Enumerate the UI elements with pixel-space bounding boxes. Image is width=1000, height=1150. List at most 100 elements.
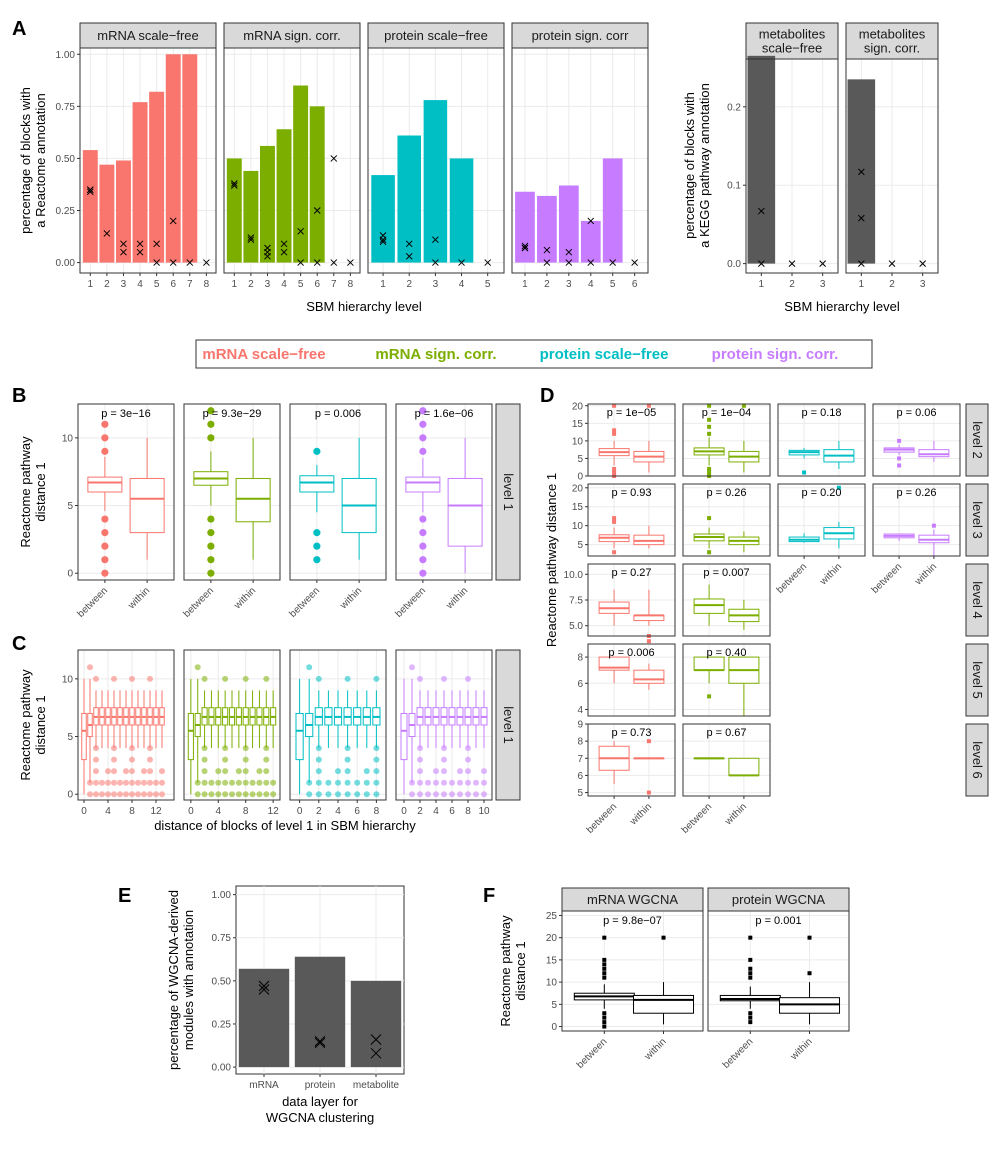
box-outlier	[602, 1011, 607, 1016]
box-outlier	[101, 529, 109, 537]
box-outlier	[807, 971, 812, 976]
box-outlier	[449, 779, 455, 786]
panel-border	[79, 47, 217, 274]
x-axis-title: WGCNA clustering	[266, 1110, 374, 1125]
box-outlier	[315, 756, 322, 763]
box-iqr	[405, 476, 441, 493]
facet-panel-d	[872, 403, 961, 477]
annotation-cross	[484, 259, 492, 266]
y-tick-label: 5.0	[569, 621, 583, 632]
y-tick-label: 10	[572, 436, 584, 447]
x-tick-label: between	[181, 585, 216, 620]
x-tick-label: between	[680, 801, 715, 836]
bar	[260, 145, 275, 263]
box-outlier	[602, 1020, 607, 1025]
bar	[558, 185, 579, 263]
legend-item: mRNA scale−free	[202, 346, 325, 363]
box-outlier	[229, 791, 235, 798]
annotation-cross	[757, 207, 765, 215]
row-strip-b	[495, 403, 521, 581]
x-tick-label: 0	[188, 806, 194, 817]
box-outlier	[111, 779, 117, 786]
box-outlier	[417, 745, 423, 752]
p-value-label: p = 0.20	[801, 487, 841, 499]
box-outlier	[441, 756, 447, 763]
facet-strip-a	[367, 22, 505, 49]
legend-box	[195, 339, 873, 369]
box-outlier	[215, 779, 222, 786]
box-outlier	[344, 675, 351, 682]
box-outlier	[417, 791, 423, 798]
y-axis-title: a KEGG pathway annotation	[697, 83, 712, 248]
annotation-cross	[587, 259, 595, 266]
facet-strip-label: scale−free	[762, 41, 822, 56]
panel-border	[395, 649, 493, 801]
annotation-cross	[247, 234, 255, 241]
box-outlier	[135, 791, 141, 798]
x-tick-label: 7	[187, 279, 193, 290]
box-outlier	[473, 779, 479, 786]
y-tick-label: 20	[546, 933, 558, 944]
box-outlier	[441, 768, 447, 775]
y-tick-label: 0.75	[56, 102, 76, 113]
annotation-cross	[857, 214, 865, 222]
p-value-label: p = 0.67	[706, 727, 746, 739]
box-outlier	[93, 745, 99, 752]
panel-border	[183, 403, 281, 581]
x-tick-label: within	[722, 801, 749, 828]
bar	[747, 55, 776, 264]
box-outlier	[602, 935, 607, 940]
x-tick-label: 8	[204, 279, 210, 290]
box-outlier	[481, 779, 487, 786]
x-tick-label: metabolite	[353, 1080, 400, 1091]
bar	[276, 129, 292, 263]
facet-strip-kegg	[845, 22, 939, 60]
y-tick-label: 6	[577, 771, 583, 782]
box-outlier	[105, 768, 111, 775]
y-tick-label: 0.2	[727, 102, 741, 113]
x-tick-label: 3	[265, 279, 271, 290]
bar	[226, 158, 242, 263]
bar	[165, 54, 181, 263]
box-outlier	[315, 745, 322, 752]
box-iqr	[235, 477, 271, 523]
box-outlier	[123, 791, 129, 798]
facet-strip-a	[223, 22, 361, 49]
x-tick-label: 1	[380, 279, 386, 290]
box-outlier	[748, 1020, 753, 1025]
box-outlier	[159, 768, 165, 775]
panel-letter-b: B	[12, 385, 26, 407]
annotation-cross	[314, 1037, 326, 1049]
y-tick-label: 7.5	[569, 596, 583, 607]
x-tick-label: mRNA	[249, 1080, 279, 1091]
y-axis-title: percentage of blocks with	[682, 92, 697, 239]
box-outlier	[344, 756, 351, 763]
box-outlier	[147, 779, 153, 786]
box-outlier	[208, 791, 215, 798]
box-outlier	[207, 407, 215, 415]
annotation-cross	[565, 248, 573, 256]
y-axis-title: Reactome pathway	[18, 669, 33, 781]
x-tick-label: within	[788, 1036, 815, 1063]
p-value-label: p = 1.6e−06	[415, 408, 474, 420]
x-tick-label: 4	[137, 279, 143, 290]
box-outlier	[111, 756, 117, 763]
box-outlier	[93, 756, 99, 763]
x-axis-title: SBM hierarchy level	[306, 299, 422, 314]
box-outlier	[215, 768, 222, 775]
x-tick-label: 0	[297, 806, 303, 817]
x-tick-label: protein	[305, 1080, 336, 1091]
annotation-cross	[258, 980, 270, 992]
box-outlier	[481, 768, 487, 775]
box-outlier	[235, 791, 242, 798]
box-iqr	[187, 712, 194, 761]
panel-border	[395, 403, 493, 581]
box-outlier	[457, 791, 463, 798]
x-tick-label: 3	[920, 279, 926, 290]
annotation-cross	[120, 248, 127, 256]
facet-strip-label: metabolites	[859, 27, 926, 42]
x-tick-label: 0	[401, 806, 407, 817]
box-iqr	[400, 712, 408, 761]
box-outlier	[602, 975, 607, 980]
